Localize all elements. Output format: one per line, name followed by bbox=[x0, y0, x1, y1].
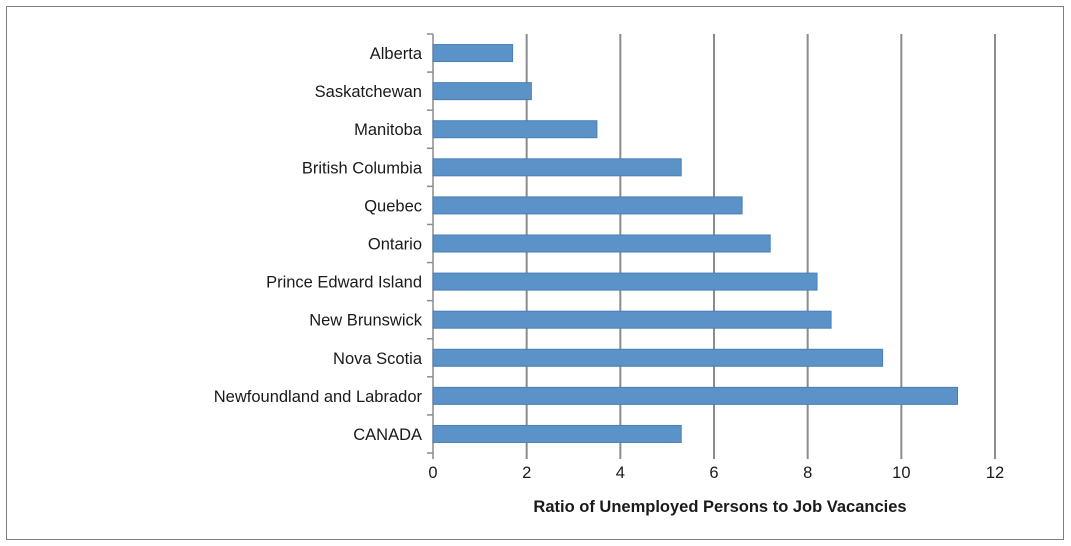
category-label: Alberta bbox=[370, 45, 423, 63]
bar bbox=[432, 82, 532, 101]
category-label: Ontario bbox=[368, 236, 422, 254]
bar bbox=[432, 386, 959, 405]
bar bbox=[432, 310, 832, 329]
bar bbox=[432, 120, 598, 139]
x-tick-label: 0 bbox=[428, 464, 437, 482]
category-label: Newfoundland and Labrador bbox=[214, 388, 423, 406]
bar bbox=[432, 424, 682, 443]
bar bbox=[432, 158, 682, 177]
category-label: Nova Scotia bbox=[333, 350, 423, 368]
x-tick-label: 4 bbox=[616, 464, 625, 482]
x-tick-labels: 0 2 4 6 8 10 12 bbox=[428, 464, 1004, 482]
x-axis-title: Ratio of Unemployed Persons to Job Vacan… bbox=[533, 498, 906, 516]
bar bbox=[432, 44, 514, 63]
category-label: New Brunswick bbox=[309, 312, 423, 330]
bar bbox=[432, 196, 743, 215]
x-tick-label: 12 bbox=[986, 464, 1004, 482]
category-labels: Alberta Saskatchewan Manitoba British Colum… bbox=[214, 45, 423, 444]
bars bbox=[432, 44, 959, 443]
category-label: Quebec bbox=[364, 197, 422, 215]
x-tick-label: 6 bbox=[709, 464, 718, 482]
x-tick-label: 2 bbox=[522, 464, 531, 482]
category-label: CANADA bbox=[353, 426, 422, 444]
bar bbox=[432, 272, 818, 291]
category-label: Manitoba bbox=[354, 121, 423, 139]
x-tick-label: 8 bbox=[803, 464, 812, 482]
category-label: British Columbia bbox=[302, 159, 423, 177]
category-label: Prince Edward Island bbox=[266, 274, 422, 292]
x-tick-label: 10 bbox=[892, 464, 910, 482]
bar bbox=[432, 348, 884, 367]
category-label: Saskatchewan bbox=[315, 83, 422, 101]
bar bbox=[432, 234, 771, 253]
